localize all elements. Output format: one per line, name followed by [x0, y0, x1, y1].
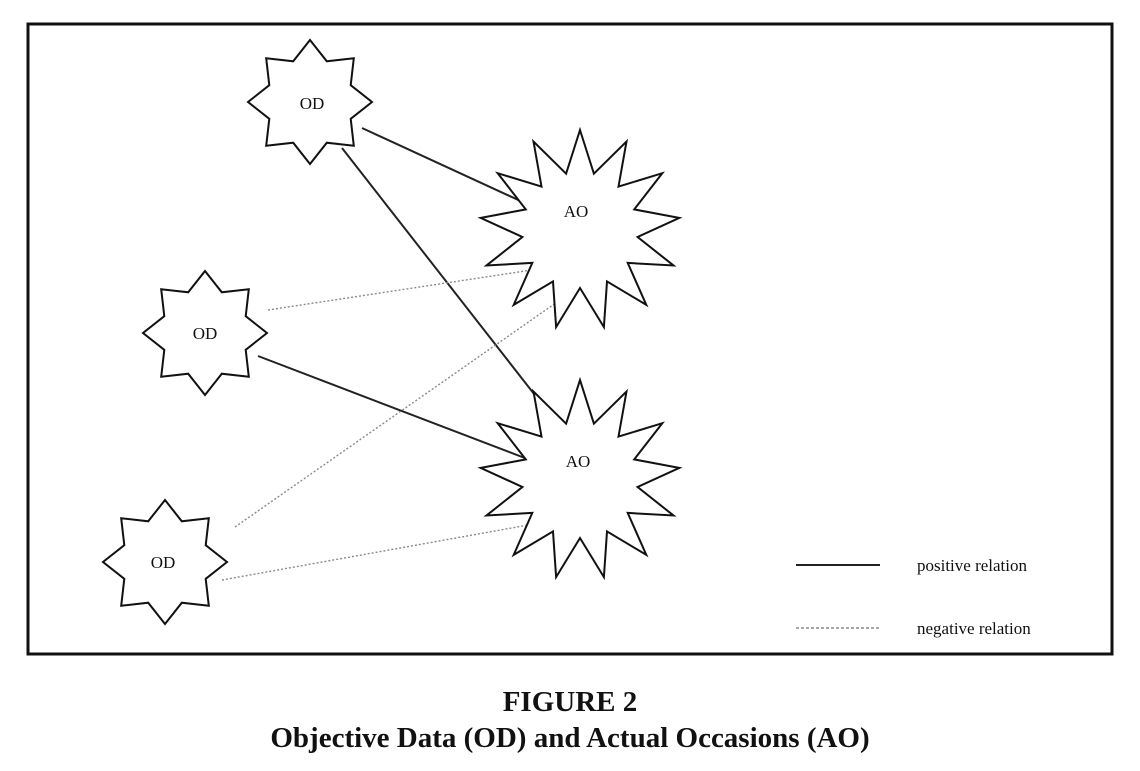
ao-node-top: AO	[477, 126, 683, 331]
od-node-label: OD	[151, 553, 176, 572]
edge-od-bottom-to-ao-bottom	[221, 521, 546, 581]
ao-burst-shape	[477, 376, 683, 581]
ao-node-label: AO	[566, 452, 591, 471]
legend: positive relation negative relation	[796, 556, 1031, 638]
legend-negative-label: negative relation	[917, 619, 1031, 638]
figure-title: Objective Data (OD) and Actual Occasions…	[270, 722, 870, 754]
ao-node-bottom: AO	[477, 376, 683, 581]
edge-od-top-to-ao-bottom	[341, 147, 571, 441]
ao-burst-shape	[477, 126, 683, 331]
nodes-layer: OD OD OD AO AO	[101, 38, 683, 626]
od-node-label: OD	[300, 94, 325, 113]
od-node-bottom: OD	[101, 498, 229, 626]
figure-number: FIGURE 2	[502, 686, 638, 718]
od-star-shape	[246, 38, 374, 166]
edge-od-middle-to-ao-top	[267, 267, 546, 311]
od-node-label: OD	[193, 324, 218, 343]
od-node-middle: OD	[141, 269, 269, 397]
edge-od-middle-to-ao-bottom	[257, 355, 531, 461]
edge-od-top-to-ao-top	[361, 127, 541, 211]
od-star-shape	[101, 498, 229, 626]
legend-positive-label: positive relation	[917, 556, 1028, 575]
od-star-shape	[141, 269, 269, 397]
edges-layer	[221, 127, 571, 581]
od-node-top: OD	[246, 38, 374, 166]
ao-node-label: AO	[564, 202, 589, 221]
